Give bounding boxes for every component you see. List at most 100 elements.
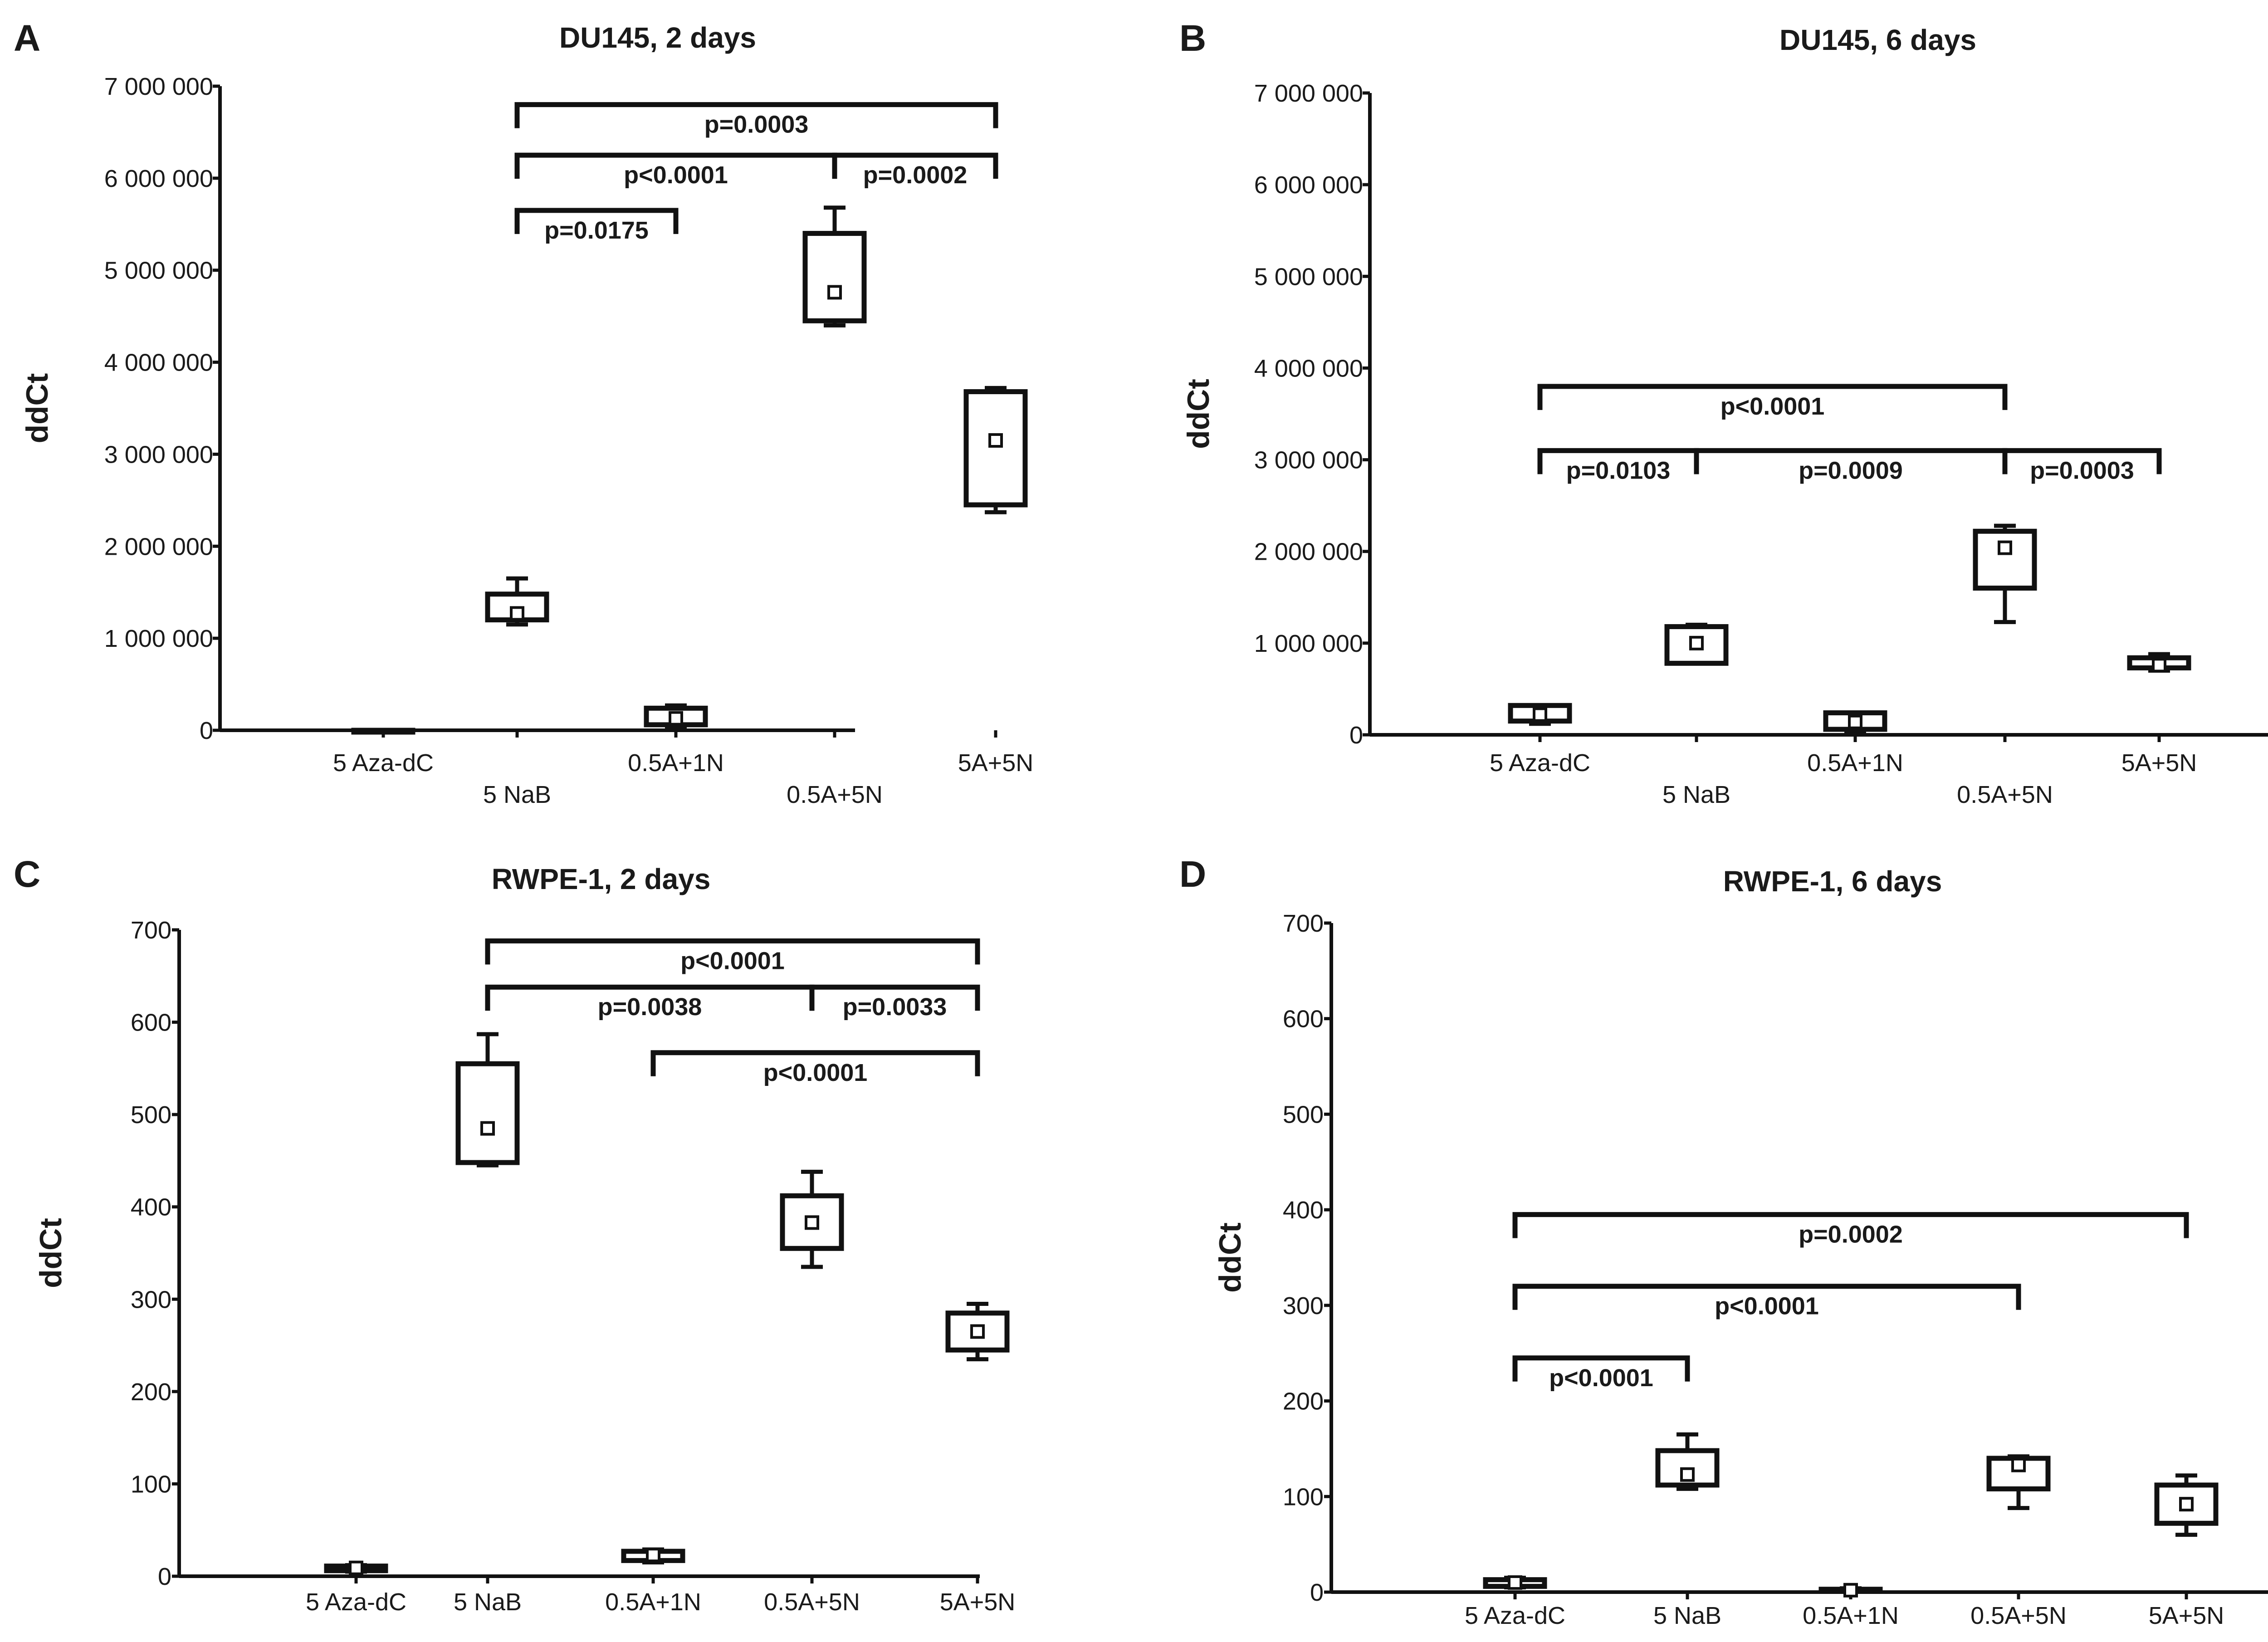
mean-marker <box>510 606 524 621</box>
significance-bracket <box>1512 1212 2189 1238</box>
mean-marker <box>2152 658 2166 673</box>
mean-marker <box>805 1215 819 1230</box>
y-tick-label: 500 <box>131 1101 171 1129</box>
x-tick-label: 5A+5N <box>940 1588 1016 1616</box>
mean-marker <box>988 433 1003 448</box>
mean-marker <box>669 711 683 726</box>
mean-marker <box>646 1548 660 1563</box>
panel-d: D RWPE-1, 6 days ddCt 0 100 200 300 400 500 600 70… <box>1179 854 2268 1629</box>
box-rect <box>963 389 1028 508</box>
box-1 <box>485 576 549 627</box>
y-tick-label: 100 <box>1283 1483 1324 1510</box>
mean-marker <box>1848 714 1862 729</box>
y-tick-label: 6 000 000 <box>104 165 213 192</box>
y-axis-label: ddCt <box>20 373 54 444</box>
significance-bracket <box>1537 384 2008 410</box>
box-3 <box>1973 523 2037 624</box>
box-rect <box>802 231 867 323</box>
y-tick-label: 300 <box>1283 1292 1324 1319</box>
chart-title: RWPE-1, 2 days <box>492 863 711 895</box>
y-tick-label: 0 <box>158 1563 171 1590</box>
y-tick-label: 7 000 000 <box>104 73 213 100</box>
mean-marker <box>2011 1457 2026 1472</box>
p-value-label: p=0.0003 <box>704 111 809 138</box>
y-tick-label: 200 <box>1283 1388 1324 1415</box>
p-value-label: p=0.0103 <box>1566 457 1671 484</box>
box-3 <box>780 1169 844 1269</box>
y-tick-label: 600 <box>131 1009 171 1036</box>
box-0 <box>324 1560 388 1575</box>
y-tick-label: 0 <box>200 717 213 744</box>
panel-c: C RWPE-1, 2 days ddCt 0 100 200 300 400 500 600 70… <box>14 854 1015 1616</box>
box-0 <box>351 728 415 735</box>
p-value-label: p<0.0001 <box>624 161 728 189</box>
box-4 <box>945 1301 1010 1362</box>
p-value-label: p=0.0009 <box>1799 457 1903 484</box>
y-tick-label: 2 000 000 <box>1254 538 1363 566</box>
x-tick-label: 5 Aza-dC <box>333 749 434 777</box>
y-axis-label: ddCt <box>1213 1222 1247 1293</box>
y-tick-label: 300 <box>131 1286 171 1313</box>
mean-marker <box>1843 1583 1858 1598</box>
x-tick-label: 0.5A+1N <box>628 749 724 777</box>
y-tick-label: 7 000 000 <box>1254 80 1363 107</box>
mean-marker <box>970 1324 985 1339</box>
significance-bracket <box>832 152 998 179</box>
mean-marker <box>1689 635 1704 650</box>
x-tick-label: 0.5A+5N <box>787 781 883 808</box>
x-tick-label: 5A+5N <box>2121 749 2197 777</box>
panel-letter: D <box>1179 854 1206 895</box>
x-tick-label: 5 Aza-dC <box>1490 749 1590 777</box>
p-value-label: p=0.0002 <box>1799 1221 1903 1248</box>
box-2 <box>644 703 708 730</box>
p-value-label: p=0.0038 <box>598 993 702 1021</box>
y-tick-label: 6 000 000 <box>1254 171 1363 199</box>
p-value-label: p=0.0003 <box>2030 457 2134 484</box>
box-rect <box>455 1061 520 1165</box>
box-3 <box>802 205 867 327</box>
box-rect <box>1664 624 1729 666</box>
p-value-label: p<0.0001 <box>1549 1364 1653 1392</box>
panel-a: A DU145, 2 days ddCt 0 1 000 000 2 000 000 3 0… <box>14 18 1033 808</box>
mean-marker <box>1998 540 2012 555</box>
x-tick-label: 5 Aza-dC <box>1465 1602 1565 1629</box>
mean-marker <box>827 285 842 300</box>
x-tick-label: 5A+5N <box>958 749 1034 777</box>
box-1 <box>1655 1432 1720 1491</box>
x-tick-label: 0.5A+5N <box>1970 1602 2067 1629</box>
box-2 <box>621 1547 685 1564</box>
box-1 <box>455 1032 520 1168</box>
y-tick-label: 1 000 000 <box>104 625 213 652</box>
y-tick-label: 4 000 000 <box>1254 355 1363 382</box>
p-value-label: p=0.0175 <box>544 217 649 244</box>
box-3 <box>1986 1454 2051 1510</box>
x-tick-label: 5 NaB <box>1653 1602 1721 1629</box>
panel-letter: B <box>1179 18 1206 59</box>
p-value-label: p=0.0033 <box>843 993 947 1021</box>
significance-bracket <box>809 984 980 1011</box>
significance-bracket <box>1512 1284 2021 1310</box>
x-tick-label: 5A+5N <box>2149 1602 2224 1629</box>
panel-letter: A <box>14 18 40 59</box>
panel-letter: C <box>14 854 40 895</box>
mean-marker <box>1680 1467 1695 1482</box>
box-rect <box>351 728 415 735</box>
y-tick-label: 0 <box>1349 722 1363 749</box>
box-4 <box>2154 1473 2219 1537</box>
y-tick-label: 1 000 000 <box>1254 630 1363 657</box>
y-tick-label: 100 <box>131 1471 171 1498</box>
y-tick-label: 400 <box>131 1194 171 1221</box>
mean-marker <box>2179 1497 2194 1512</box>
significance-bracket <box>514 208 679 234</box>
y-tick-label: 5 000 000 <box>1254 263 1363 290</box>
x-tick-label: 5 NaB <box>454 1588 522 1616</box>
box-2 <box>1818 1583 1883 1598</box>
mean-marker <box>349 1560 363 1575</box>
x-tick-label: 0.5A+5N <box>764 1588 860 1616</box>
box-4 <box>963 386 1028 514</box>
y-axis-label: ddCt <box>34 1218 68 1288</box>
y-tick-label: 400 <box>1283 1197 1324 1224</box>
significance-bracket <box>1512 1355 1690 1382</box>
chart-title: DU145, 6 days <box>1779 24 1976 56</box>
